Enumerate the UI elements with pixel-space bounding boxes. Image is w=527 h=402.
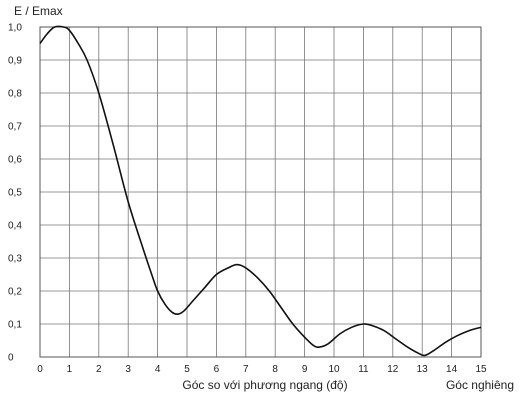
y-tick-label: 0,5 [8,188,22,199]
grid [40,27,481,357]
y-tick-label: 0,7 [8,122,22,133]
y-tick-labels: 0 0,1 0,2 0,3 0,4 0,5 0,6 0,7 0,8 0,9 1,0 [8,23,22,364]
y-tick-label: 0 [8,353,14,364]
y-tick-label: 1,0 [8,23,22,34]
x-tick-label: 3 [125,364,131,375]
x-tick-label: 9 [302,364,308,375]
x-tick-label: 1 [67,364,73,375]
plot-frame [39,26,482,358]
x-tick-label: 10 [328,364,340,375]
y-tick-label: 0,8 [8,89,22,100]
series-line [39,25,482,357]
x-tick-label: 2 [96,364,102,375]
y-tick-label: 0,3 [8,254,22,265]
x-tick-label: 5 [184,364,190,375]
x-tick-label: 14 [446,364,458,375]
x-axis-secondary-title: Góc nghiêng [446,378,514,392]
x-tick-labels: 0 1 2 3 4 5 6 7 8 9 10 11 12 13 14 15 [37,364,487,375]
y-axis-title: E / Emax [14,4,63,18]
y-tick-label: 0,6 [8,155,22,166]
y-tick-label: 0,2 [8,287,22,298]
x-tick-label: 0 [37,364,43,375]
x-axis-title: Góc so với phương ngang (độ) [182,378,347,392]
x-tick-label: 4 [155,364,161,375]
x-tick-label: 12 [387,364,399,375]
x-tick-label: 11 [358,364,369,375]
y-tick-label: 0,1 [8,320,22,331]
y-tick-label: 0,4 [8,221,22,232]
x-tick-label: 7 [243,364,249,375]
x-tick-label: 8 [272,364,278,375]
x-tick-label: 6 [214,364,220,375]
x-tick-label: 15 [475,364,487,375]
x-tick-label: 13 [417,364,429,375]
y-tick-label: 0,9 [8,56,22,67]
